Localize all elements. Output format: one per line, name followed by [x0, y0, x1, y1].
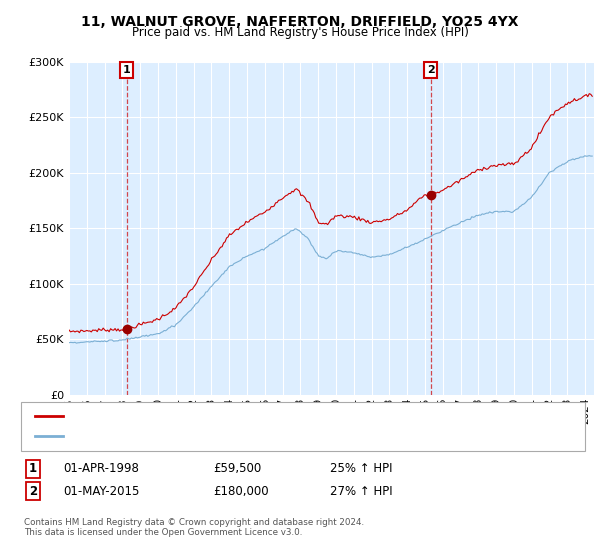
Text: 1: 1	[29, 462, 37, 475]
Text: 2: 2	[427, 65, 434, 75]
Text: 27% ↑ HPI: 27% ↑ HPI	[330, 484, 392, 498]
Text: 11, WALNUT GROVE, NAFFERTON, DRIFFIELD, YO25 4YX: 11, WALNUT GROVE, NAFFERTON, DRIFFIELD, …	[81, 15, 519, 29]
Text: £59,500: £59,500	[213, 462, 261, 475]
Text: 01-APR-1998: 01-APR-1998	[63, 462, 139, 475]
Text: £180,000: £180,000	[213, 484, 269, 498]
Text: 25% ↑ HPI: 25% ↑ HPI	[330, 462, 392, 475]
Text: 01-MAY-2015: 01-MAY-2015	[63, 484, 139, 498]
Text: 2: 2	[29, 484, 37, 498]
Text: HPI: Average price, semi-detached house, East Riding of Yorkshire: HPI: Average price, semi-detached house,…	[69, 431, 398, 441]
Text: 1: 1	[123, 65, 131, 75]
Text: Price paid vs. HM Land Registry's House Price Index (HPI): Price paid vs. HM Land Registry's House …	[131, 26, 469, 39]
Text: Contains HM Land Registry data © Crown copyright and database right 2024.
This d: Contains HM Land Registry data © Crown c…	[24, 518, 364, 538]
Text: 11, WALNUT GROVE, NAFFERTON, DRIFFIELD, YO25 4YX (semi-detached house): 11, WALNUT GROVE, NAFFERTON, DRIFFIELD, …	[69, 411, 466, 421]
